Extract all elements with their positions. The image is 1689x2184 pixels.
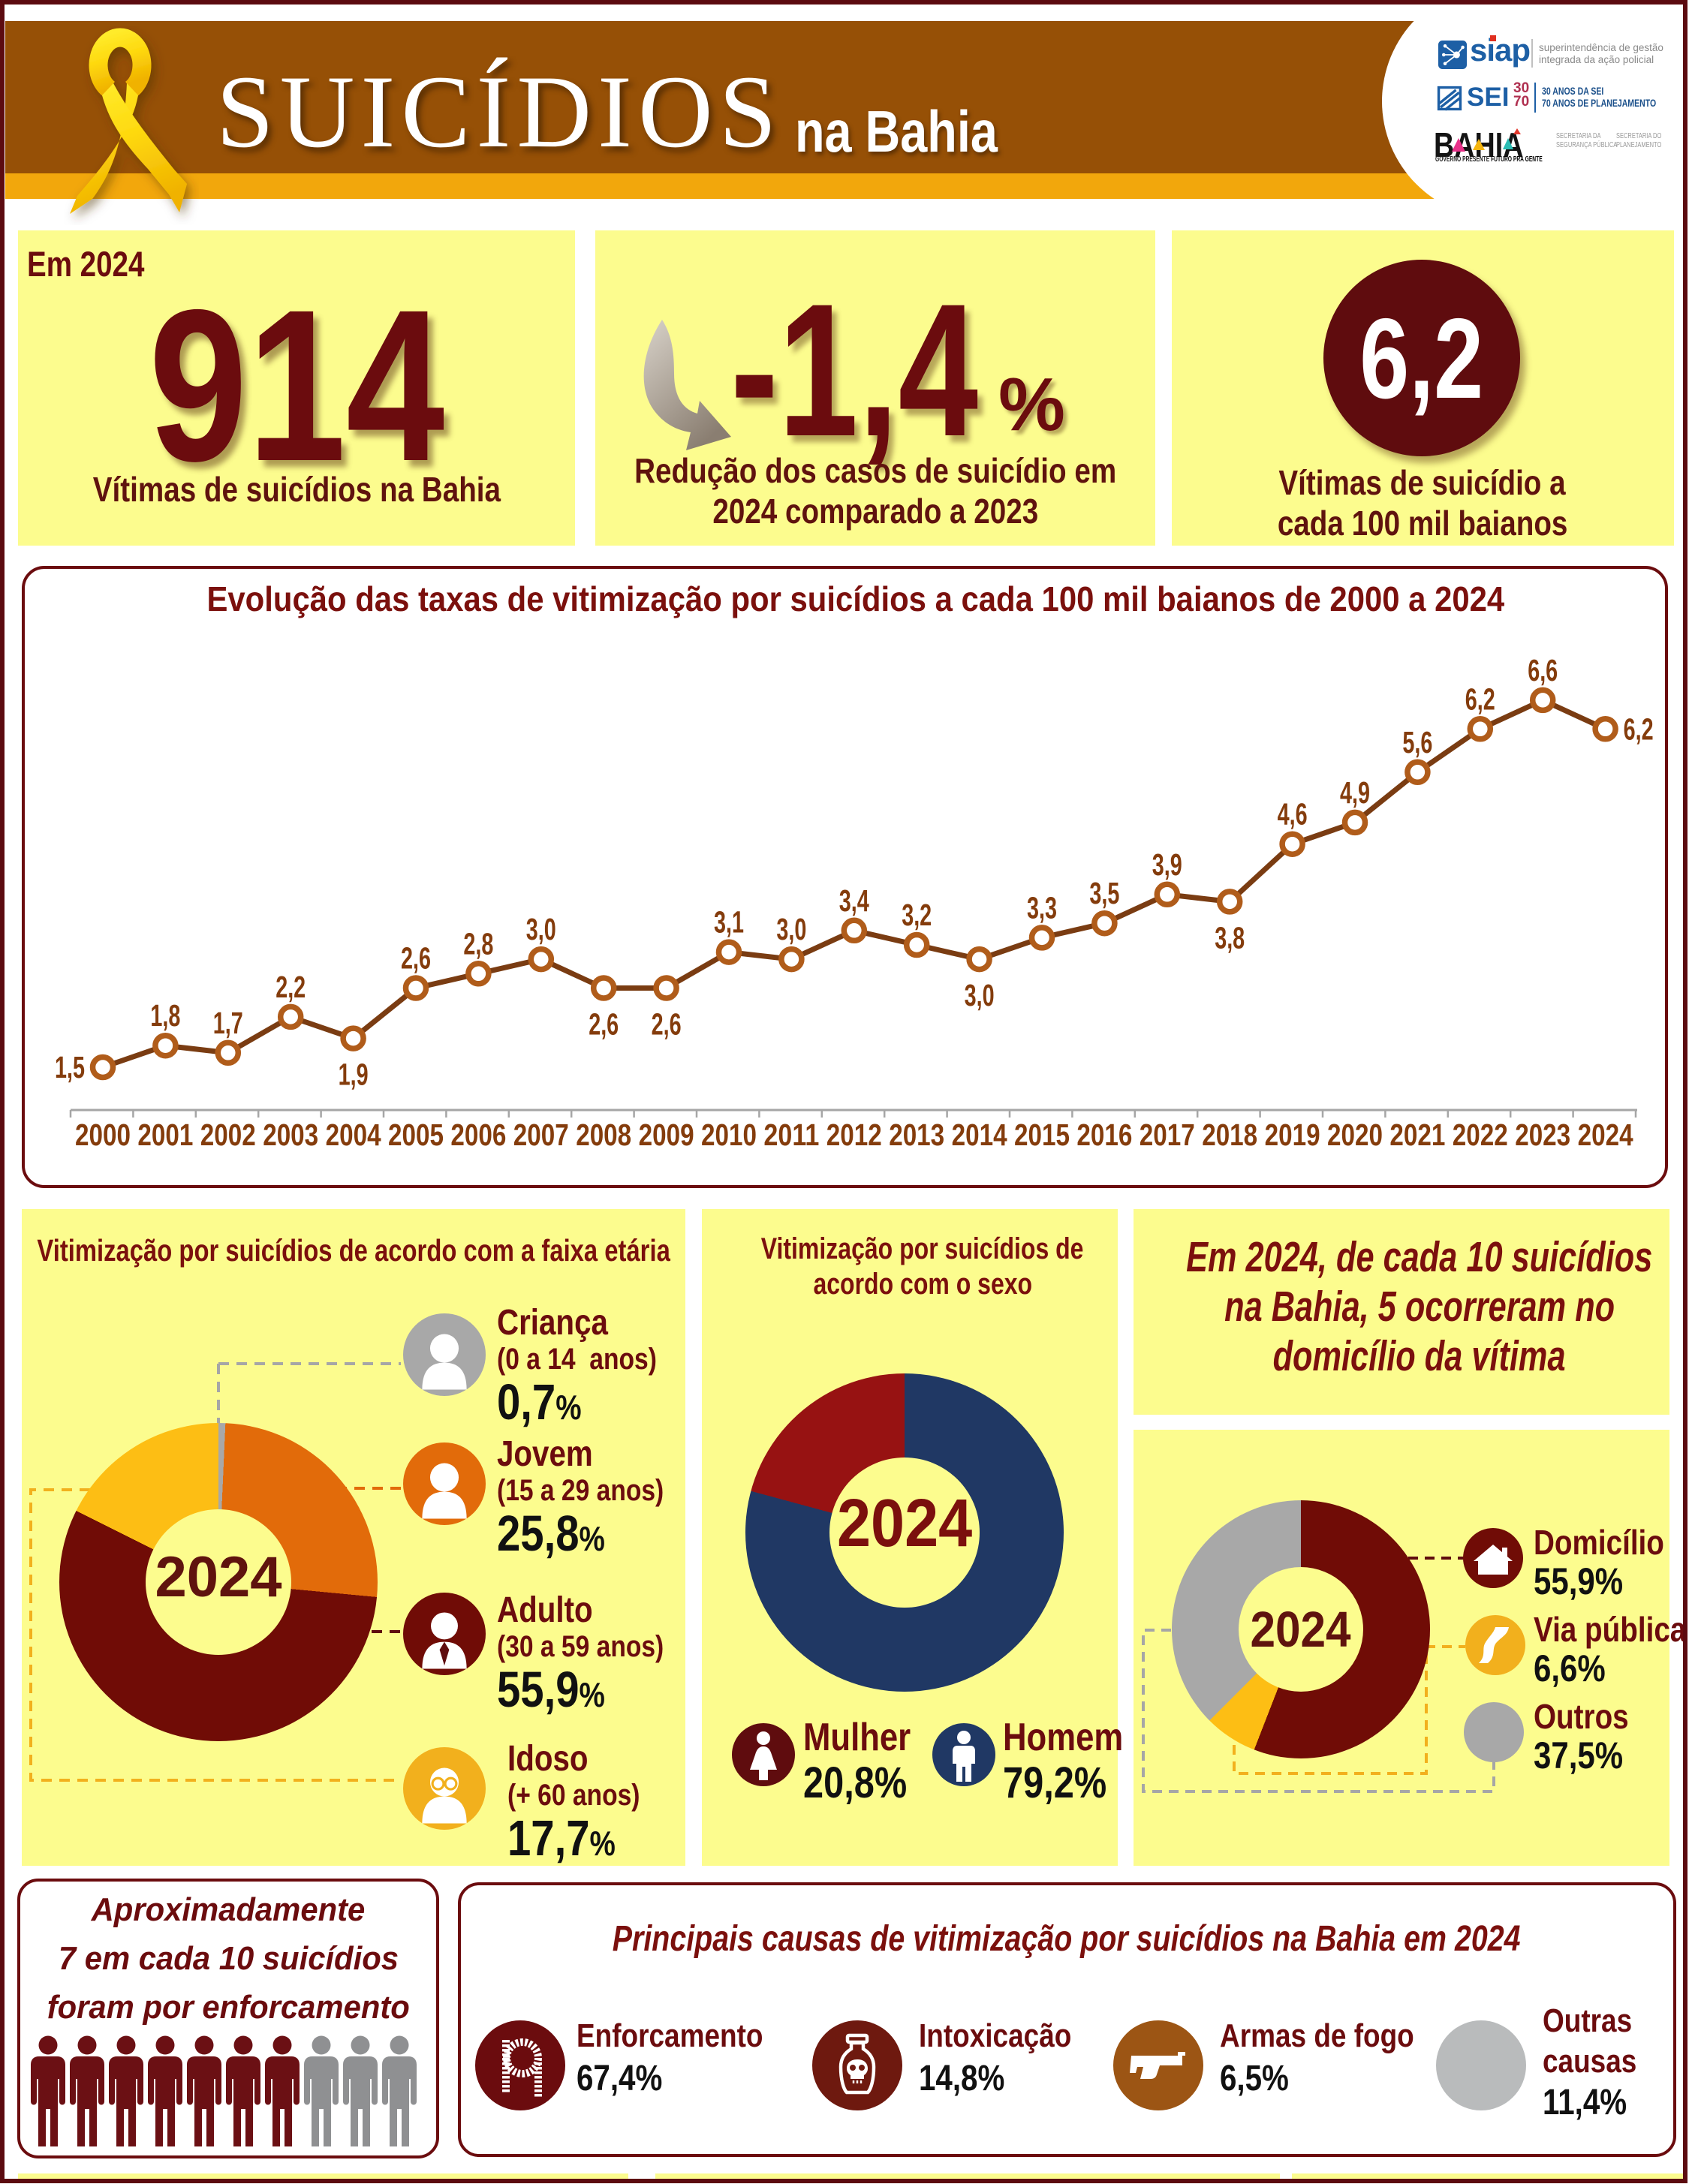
svg-text:2010: 2010 xyxy=(701,1118,757,1152)
svg-text:3,4: 3,4 xyxy=(839,883,869,918)
svg-text:2,2: 2,2 xyxy=(275,970,306,1004)
svg-text:3,5: 3,5 xyxy=(1089,876,1119,910)
svg-text:6,2: 6,2 xyxy=(1624,711,1654,746)
svg-text:3,3: 3,3 xyxy=(1027,890,1057,925)
svg-text:2012: 2012 xyxy=(826,1118,882,1152)
svg-text:5,6: 5,6 xyxy=(1402,725,1432,760)
svg-text:2001: 2001 xyxy=(137,1118,193,1152)
svg-text:2023: 2023 xyxy=(1515,1118,1570,1152)
svg-text:2,6: 2,6 xyxy=(652,1007,682,1042)
svg-text:2013: 2013 xyxy=(889,1118,944,1152)
svg-text:2,6: 2,6 xyxy=(589,1007,619,1042)
svg-text:3,1: 3,1 xyxy=(714,905,744,940)
svg-text:1,7: 1,7 xyxy=(213,1006,243,1040)
svg-text:2005: 2005 xyxy=(388,1118,444,1152)
svg-text:2021: 2021 xyxy=(1389,1118,1445,1152)
svg-text:2015: 2015 xyxy=(1014,1118,1070,1152)
svg-text:3,0: 3,0 xyxy=(526,912,556,946)
svg-text:2019: 2019 xyxy=(1265,1118,1320,1152)
svg-text:1,8: 1,8 xyxy=(150,998,180,1033)
svg-text:4,9: 4,9 xyxy=(1340,775,1370,810)
svg-text:2020: 2020 xyxy=(1327,1118,1383,1152)
svg-text:2024: 2024 xyxy=(1578,1118,1633,1152)
svg-text:6,6: 6,6 xyxy=(1528,653,1558,687)
svg-text:2002: 2002 xyxy=(200,1118,256,1152)
svg-text:2009: 2009 xyxy=(639,1118,694,1152)
svg-text:2,6: 2,6 xyxy=(401,941,431,976)
svg-text:3,0: 3,0 xyxy=(776,912,806,946)
svg-text:2003: 2003 xyxy=(263,1118,318,1152)
svg-text:2008: 2008 xyxy=(576,1118,631,1152)
svg-text:2004: 2004 xyxy=(326,1118,381,1152)
svg-text:3,0: 3,0 xyxy=(965,978,995,1012)
svg-text:2022: 2022 xyxy=(1453,1118,1508,1152)
svg-text:3,9: 3,9 xyxy=(1152,847,1182,882)
svg-text:2000: 2000 xyxy=(75,1118,131,1152)
svg-text:4,6: 4,6 xyxy=(1278,797,1308,832)
svg-text:3,2: 3,2 xyxy=(902,898,932,932)
svg-text:2014: 2014 xyxy=(952,1118,1007,1152)
svg-text:1,5: 1,5 xyxy=(55,1050,85,1084)
svg-text:3,8: 3,8 xyxy=(1215,920,1245,955)
svg-text:2,8: 2,8 xyxy=(463,926,493,961)
svg-text:1,9: 1,9 xyxy=(339,1057,369,1092)
svg-text:2017: 2017 xyxy=(1140,1118,1195,1152)
svg-text:2011: 2011 xyxy=(763,1118,819,1152)
svg-text:2006: 2006 xyxy=(450,1118,506,1152)
svg-text:6,2: 6,2 xyxy=(1465,681,1495,716)
svg-text:2016: 2016 xyxy=(1076,1118,1132,1152)
svg-text:2018: 2018 xyxy=(1202,1118,1257,1152)
svg-text:2007: 2007 xyxy=(513,1118,569,1152)
